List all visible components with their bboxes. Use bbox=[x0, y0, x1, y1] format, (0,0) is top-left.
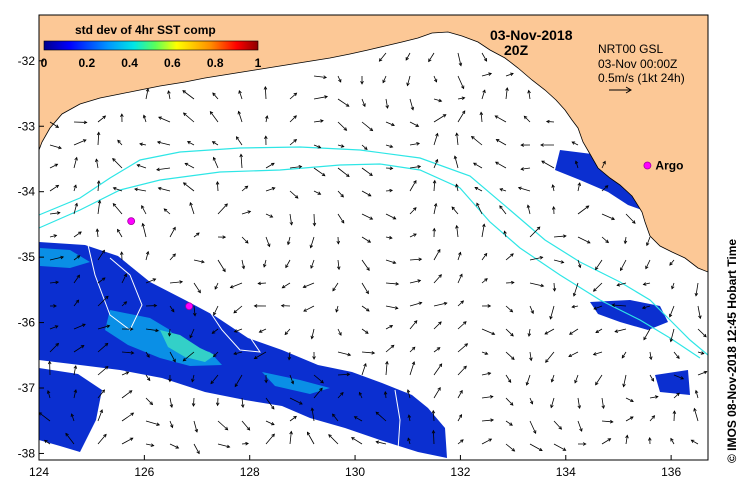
x-tick-label: 136 bbox=[661, 465, 681, 479]
contour-line bbox=[201, 299, 262, 353]
y-tick-label: -33 bbox=[18, 119, 36, 133]
credit-text: © IMOS 08-Nov-2018 12:45 Hobart Time bbox=[725, 239, 739, 463]
contour-line bbox=[39, 163, 701, 359]
colorbar-tick-label: 0 bbox=[41, 56, 48, 70]
x-tick-label: 132 bbox=[450, 465, 470, 479]
colorbar-title: std dev of 4hr SST comp bbox=[75, 23, 216, 37]
x-tick-label: 124 bbox=[29, 465, 49, 479]
y-tick-label: -35 bbox=[18, 250, 36, 264]
colorbar-tick-label: 0.2 bbox=[78, 56, 95, 70]
map-time: 20Z bbox=[504, 42, 529, 58]
contour-line bbox=[39, 146, 708, 356]
plot-frame bbox=[38, 14, 709, 461]
contour-line bbox=[394, 389, 401, 451]
colorbar: std dev of 4hr SST comp 0 0.2 0.4 0.6 0.8 1 bbox=[41, 23, 262, 70]
argo-float-icon bbox=[643, 161, 652, 170]
colorbar-tick-label: 0.8 bbox=[207, 56, 224, 70]
colorbar-gradient bbox=[43, 40, 259, 51]
x-tick-label: 134 bbox=[556, 465, 576, 479]
y-tick-label: -37 bbox=[18, 381, 36, 395]
y-tick-label: -36 bbox=[18, 316, 36, 330]
map-date: 03-Nov-2018 bbox=[490, 27, 573, 43]
y-tick-label: -34 bbox=[18, 185, 36, 199]
colorbar-tick-label: 1 bbox=[255, 56, 262, 70]
info-line1: NRT00 GSL bbox=[598, 42, 663, 56]
current-vectors bbox=[39, 52, 708, 455]
info-line2: 03-Nov 00:00Z bbox=[598, 57, 677, 71]
y-tick-label: -32 bbox=[18, 54, 36, 68]
x-tick-label: 130 bbox=[345, 465, 365, 479]
x-tick-label: 126 bbox=[134, 465, 154, 479]
colorbar-tick-label: 0.4 bbox=[121, 56, 138, 70]
argo-label: Argo bbox=[655, 159, 683, 173]
argo-float-icon bbox=[185, 302, 194, 311]
y-axis: -32 -33 -34 -35 -36 -37 -38 bbox=[18, 54, 44, 460]
y-tick-label: -38 bbox=[18, 446, 36, 460]
info-line3: 0.5m/s (1kt 24h) bbox=[598, 71, 685, 85]
x-axis: 124 126 128 130 132 134 136 bbox=[29, 455, 681, 479]
contour-line bbox=[87, 244, 143, 331]
colorbar-tick-label: 0.6 bbox=[164, 56, 181, 70]
argo-float-icon bbox=[127, 217, 136, 226]
scale-arrow-icon bbox=[609, 86, 632, 94]
land-mass bbox=[39, 15, 708, 273]
x-tick-label: 128 bbox=[240, 465, 260, 479]
